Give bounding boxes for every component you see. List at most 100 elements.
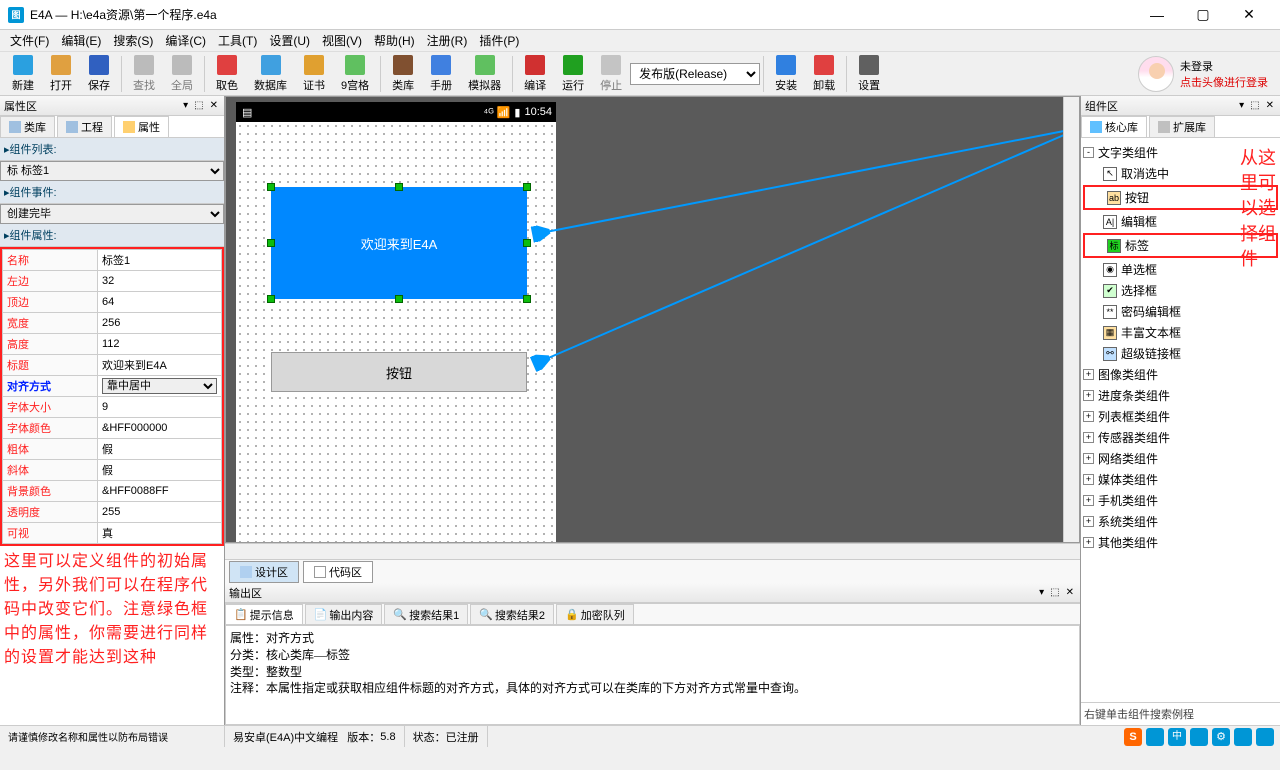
output-tab[interactable]: 📄输出内容	[305, 604, 383, 624]
resize-handle[interactable]	[395, 295, 403, 303]
component-item-密码编辑框[interactable]: **密码编辑框	[1083, 301, 1278, 322]
tree-category[interactable]: +手机类组件	[1083, 490, 1278, 511]
expand-icon[interactable]: +	[1083, 495, 1094, 506]
expand-icon[interactable]: +	[1083, 474, 1094, 485]
output-tab[interactable]: 🔒加密队列	[556, 604, 634, 624]
property-row[interactable]: 宽度256	[3, 313, 222, 334]
expand-icon[interactable]: +	[1083, 432, 1094, 443]
toolbar-打开[interactable]: 打开	[42, 53, 80, 95]
tree-category[interactable]: +图像类组件	[1083, 364, 1278, 385]
menu-item[interactable]: 注册(R)	[421, 30, 474, 51]
property-row[interactable]: 名称标签1	[3, 250, 222, 271]
tray-icon[interactable]: 中	[1168, 728, 1186, 746]
button-component[interactable]: 按钮	[271, 352, 527, 392]
component-event-combo[interactable]: 创建完毕	[0, 204, 224, 224]
property-row[interactable]: 字体颜色&HFF000000	[3, 418, 222, 439]
output-tab[interactable]: 🔍搜索结果2	[470, 604, 554, 624]
tab-code[interactable]: 代码区	[303, 561, 373, 583]
property-row[interactable]: 可视真	[3, 523, 222, 544]
maximize-button[interactable]: ▢	[1180, 0, 1226, 30]
tree-category[interactable]: +传感器类组件	[1083, 427, 1278, 448]
menu-item[interactable]: 插件(P)	[473, 30, 525, 51]
left-tab-类库[interactable]: 类库	[0, 116, 55, 137]
property-row[interactable]: 粗体假	[3, 439, 222, 460]
minimize-button[interactable]: —	[1134, 0, 1180, 30]
tree-category[interactable]: +系统类组件	[1083, 511, 1278, 532]
tray-icon[interactable]	[1234, 728, 1252, 746]
tree-category[interactable]: +其他类组件	[1083, 532, 1278, 553]
toolbar-编译[interactable]: 编译	[516, 53, 554, 95]
expand-icon[interactable]: +	[1083, 516, 1094, 527]
component-list-combo[interactable]: 标 标签1	[0, 161, 224, 181]
component-item-超级链接框[interactable]: ⚯超级链接框	[1083, 343, 1278, 364]
designer-canvas[interactable]: ▤ ⁴ᴳ 📶 ▮ 10:54 欢迎来到E4A 按钮	[225, 96, 1080, 543]
right-tab-扩展库[interactable]: 扩展库	[1149, 116, 1215, 137]
toolbar-模拟器[interactable]: 模拟器	[460, 53, 509, 95]
menu-item[interactable]: 搜索(S)	[107, 30, 159, 51]
toolbar-类库[interactable]: 类库	[384, 53, 422, 95]
tray-icon[interactable]	[1256, 728, 1274, 746]
avatar[interactable]	[1138, 56, 1174, 92]
panel-pin-icon[interactable]: ▾	[181, 100, 190, 111]
menu-item[interactable]: 编译(C)	[159, 30, 212, 51]
tab-design[interactable]: 设计区	[229, 561, 299, 583]
output-tab[interactable]: 🔍搜索结果1	[384, 604, 468, 624]
expand-icon[interactable]: +	[1083, 453, 1094, 464]
expand-icon[interactable]: +	[1083, 411, 1094, 422]
tree-category[interactable]: +进度条类组件	[1083, 385, 1278, 406]
resize-handle[interactable]	[523, 295, 531, 303]
expand-icon[interactable]: +	[1083, 369, 1094, 380]
build-type-combo[interactable]: 发布版(Release)	[630, 63, 760, 85]
component-item-丰富文本框[interactable]: ▦丰富文本框	[1083, 322, 1278, 343]
menu-item[interactable]: 编辑(E)	[55, 30, 107, 51]
tray-icon[interactable]	[1190, 728, 1208, 746]
menu-item[interactable]: 设置(U)	[263, 30, 316, 51]
vertical-scrollbar[interactable]	[1063, 97, 1079, 542]
tree-category[interactable]: +列表框类组件	[1083, 406, 1278, 427]
property-row[interactable]: 透明度255	[3, 502, 222, 523]
login-hint[interactable]: 点击头像进行登录	[1180, 74, 1268, 90]
property-row[interactable]: 顶边64	[3, 292, 222, 313]
panel-pin-icon[interactable]: ▾	[1037, 587, 1046, 598]
property-row[interactable]: 对齐方式靠中居中	[3, 376, 222, 397]
toolbar-全局[interactable]: 全局	[163, 53, 201, 95]
expand-icon[interactable]: +	[1083, 537, 1094, 548]
property-grid[interactable]: 名称标签1左边32顶边64宽度256高度112标题欢迎来到E4A对齐方式靠中居中…	[0, 247, 224, 546]
left-tab-工程[interactable]: 工程	[57, 116, 112, 137]
left-tab-属性[interactable]: 属性	[114, 116, 169, 137]
menu-item[interactable]: 工具(T)	[212, 30, 263, 51]
resize-handle[interactable]	[267, 239, 275, 247]
panel-close-icon[interactable]: ✕	[208, 100, 220, 111]
menu-item[interactable]: 帮助(H)	[368, 30, 421, 51]
resize-handle[interactable]	[523, 183, 531, 191]
horizontal-scrollbar[interactable]	[225, 543, 1080, 559]
toolbar-停止[interactable]: 停止	[592, 53, 630, 95]
toolbar-证书[interactable]: 证书	[295, 53, 333, 95]
component-item-选择框[interactable]: ✔选择框	[1083, 280, 1278, 301]
tray-icon[interactable]: ⚙	[1212, 728, 1230, 746]
property-row[interactable]: 左边32	[3, 271, 222, 292]
toolbar-保存[interactable]: 保存	[80, 53, 118, 95]
tree-category[interactable]: +媒体类组件	[1083, 469, 1278, 490]
expand-icon[interactable]: +	[1083, 390, 1094, 401]
resize-handle[interactable]	[395, 183, 403, 191]
panel-close-icon[interactable]: ✕	[1064, 587, 1076, 598]
expand-icon[interactable]: -	[1083, 147, 1094, 158]
property-row[interactable]: 背景颜色&HFF0088FF	[3, 481, 222, 502]
property-row[interactable]: 斜体假	[3, 460, 222, 481]
property-row[interactable]: 高度112	[3, 334, 222, 355]
resize-handle[interactable]	[267, 183, 275, 191]
sogou-icon[interactable]: S	[1124, 728, 1142, 746]
toolbar-卸载[interactable]: 卸载	[805, 53, 843, 95]
menu-item[interactable]: 视图(V)	[316, 30, 368, 51]
toolbar-取色[interactable]: 取色	[208, 53, 246, 95]
output-tab[interactable]: 📋提示信息	[225, 604, 303, 624]
resize-handle[interactable]	[523, 239, 531, 247]
tree-category[interactable]: +网络类组件	[1083, 448, 1278, 469]
toolbar-运行[interactable]: 运行	[554, 53, 592, 95]
toolbar-手册[interactable]: 手册	[422, 53, 460, 95]
toolbar-9宫格[interactable]: 9宫格	[333, 53, 377, 95]
panel-dock-icon[interactable]: ⬚	[1248, 100, 1261, 111]
toolbar-安装[interactable]: 安装	[767, 53, 805, 95]
close-button[interactable]: ✕	[1226, 0, 1272, 30]
